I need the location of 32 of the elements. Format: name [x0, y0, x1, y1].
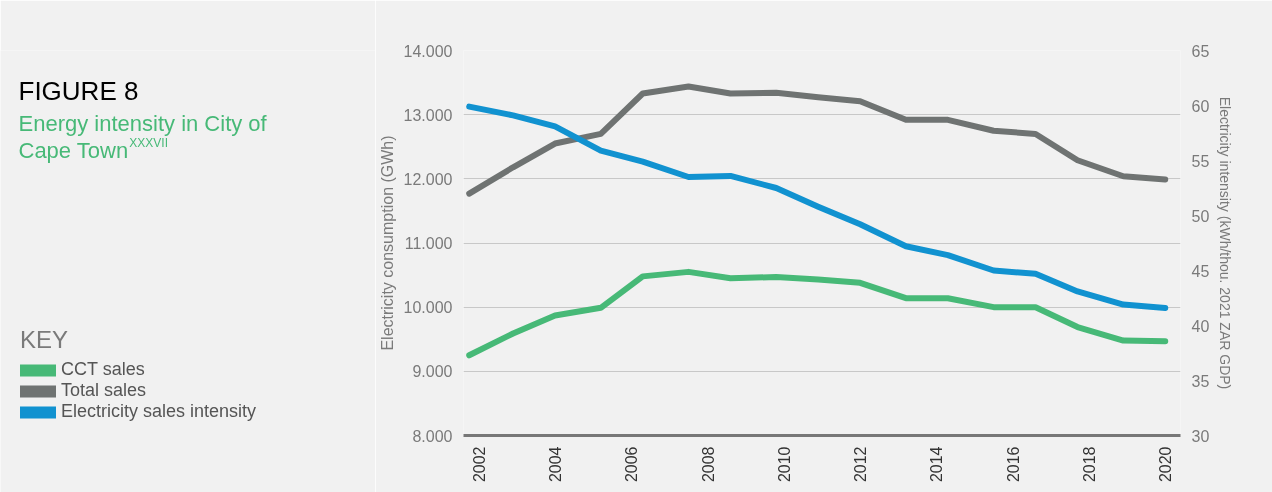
legend-title: KEY [20, 326, 70, 354]
x-tick-label: 2010 [775, 446, 793, 483]
y-axis-title: Electricity consumption (GWh) [378, 135, 396, 351]
y2-tick-label: 35 [1191, 372, 1210, 390]
legend-label: CCT sales [61, 359, 145, 380]
y-tick-label: 14.000 [403, 42, 453, 60]
x-tick-label: 2012 [852, 446, 870, 483]
x-tick-label: 2018 [1080, 446, 1098, 483]
y2-tick-label: 65 [1191, 42, 1210, 60]
y2-axis-title: Electricity intensity (kWh/thou. 2021 ZAR GDP) [1217, 96, 1234, 390]
y-tick-label: 13.000 [403, 106, 453, 124]
y-tick-label: 12.000 [403, 170, 453, 188]
x-tick-label: 2014 [928, 446, 946, 483]
x-tick-label: 2002 [470, 446, 488, 483]
y-tick-label: 11.000 [404, 235, 453, 252]
y2-tick-label: 45 [1191, 262, 1210, 280]
x-tick-label: 2020 [1157, 446, 1175, 483]
y2-tick-label: 40 [1191, 317, 1210, 335]
text: FIGURE 8 [18, 75, 139, 106]
legend-label: Total sales [61, 380, 147, 401]
y2-tick-label: 50 [1191, 207, 1210, 225]
y2-tick-label: 60 [1191, 97, 1210, 115]
x-tick-label: 2016 [1004, 446, 1022, 483]
y2-tick-label: 30 [1191, 427, 1210, 445]
y2-tick-label: 55 [1191, 152, 1210, 170]
x-tick-label: 2008 [699, 446, 717, 483]
legend-label: Electricity sales intensity [61, 401, 257, 422]
y-tick-label: 8.000 [412, 427, 453, 445]
y-tick-label: 9.000 [412, 363, 453, 381]
x-tick-label: 2006 [623, 446, 641, 483]
x-tick-label: 2004 [547, 446, 565, 483]
y-tick-label: 10.000 [403, 299, 453, 317]
